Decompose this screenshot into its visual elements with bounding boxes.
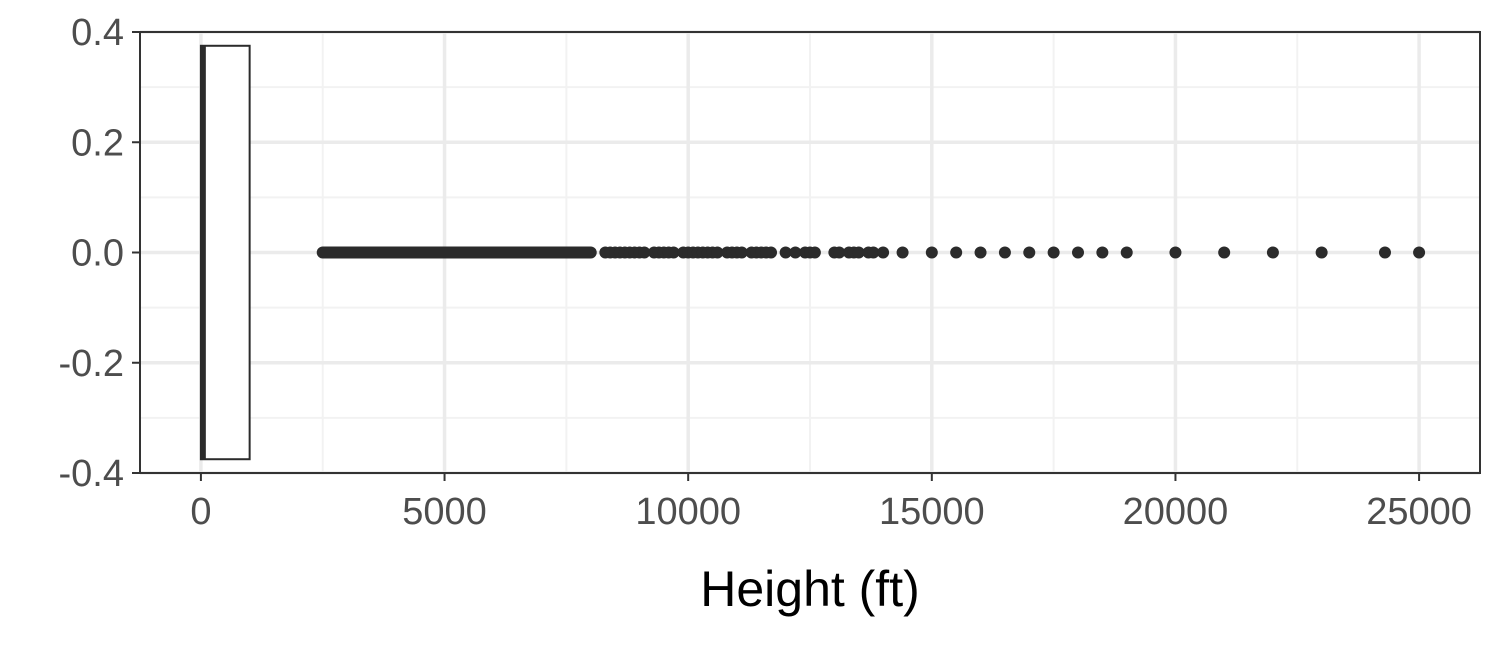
outlier-point bbox=[765, 246, 778, 259]
outlier-point bbox=[667, 246, 680, 259]
outlier-point bbox=[950, 246, 963, 259]
y-tick-label: -0.4 bbox=[59, 453, 124, 495]
x-axis-title: Height (ft) bbox=[700, 561, 920, 617]
boxplot-marks bbox=[199, 44, 1426, 461]
x-tick-label: 15000 bbox=[879, 491, 985, 533]
outlier-point bbox=[1072, 246, 1084, 259]
outlier-point bbox=[789, 246, 802, 259]
outlier-point bbox=[1315, 246, 1328, 259]
x-tick-label: 20000 bbox=[1123, 491, 1229, 533]
box-iqr bbox=[199, 44, 251, 461]
outlier-point bbox=[896, 246, 909, 259]
y-tick-label: 0.0 bbox=[71, 233, 124, 275]
y-tick-label: 0.2 bbox=[71, 122, 124, 164]
outlier-point bbox=[867, 246, 880, 259]
y-tick-label: -0.2 bbox=[59, 343, 124, 385]
outlier-point bbox=[1120, 246, 1133, 259]
outlier-point bbox=[1218, 246, 1231, 259]
outlier-point bbox=[877, 246, 890, 259]
outlier-point bbox=[1169, 246, 1182, 259]
outlier-point bbox=[1378, 246, 1391, 259]
outlier-point bbox=[833, 246, 846, 259]
outlier-point bbox=[808, 246, 821, 259]
outlier-point bbox=[638, 246, 651, 259]
outlier-point bbox=[925, 246, 938, 259]
outlier-point bbox=[779, 246, 792, 259]
outlier-point bbox=[974, 246, 987, 259]
outlier-point bbox=[1023, 246, 1036, 259]
outlier-point bbox=[711, 246, 724, 259]
outlier-point bbox=[1047, 246, 1060, 259]
outlier-point bbox=[852, 246, 865, 259]
outlier-point bbox=[1096, 246, 1109, 259]
x-tick-label: 0 bbox=[190, 491, 211, 533]
y-tick-label: 0.4 bbox=[71, 12, 124, 54]
outlier-point bbox=[1413, 246, 1426, 259]
tick-labels: 0 5000 10000 15000 20000 25000 0.4 0.2 0.0 -0.2 -0… bbox=[59, 12, 1472, 533]
axis-ticks bbox=[132, 31, 1421, 481]
outlier-point bbox=[1266, 246, 1279, 259]
x-tick-label: 25000 bbox=[1366, 491, 1472, 533]
x-tick-label: 10000 bbox=[635, 491, 741, 533]
outlier-point bbox=[735, 246, 748, 259]
outlier-point bbox=[998, 246, 1011, 259]
x-tick-label: 5000 bbox=[402, 491, 487, 533]
